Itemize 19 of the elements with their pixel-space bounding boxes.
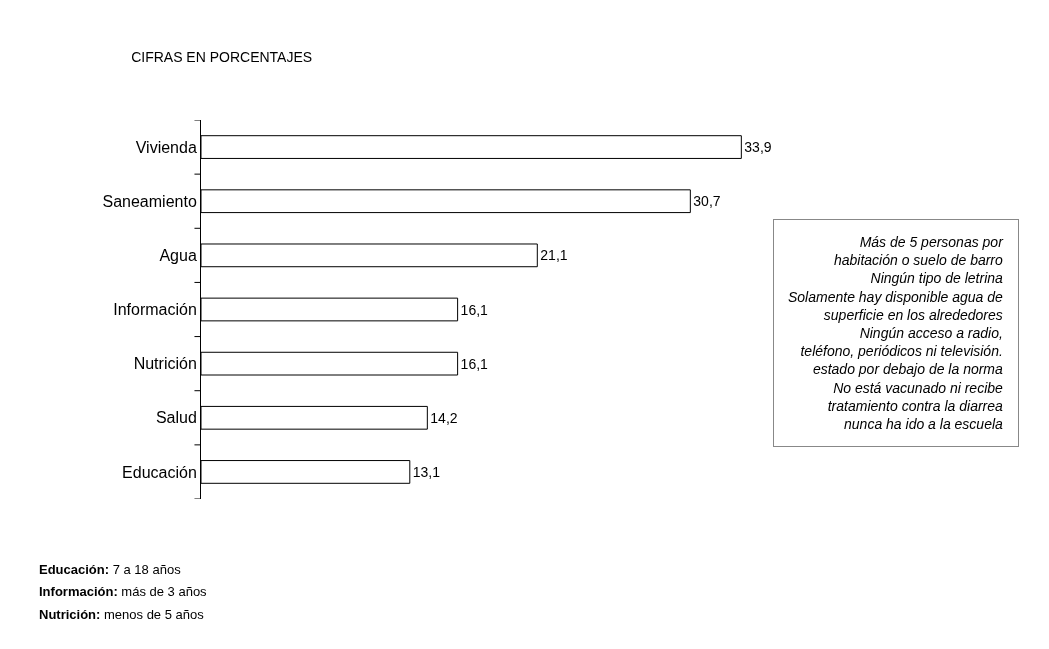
data-label: 30,7	[693, 193, 721, 210]
chart-title: CIFRAS EN PORCENTAJES	[131, 48, 313, 65]
data-label: 14,2	[430, 409, 458, 426]
y-tick-label: Vivienda	[135, 138, 197, 156]
text: Educación: 7 a 18 años	[39, 562, 182, 577]
text: Información: más de 3 años	[39, 584, 208, 599]
data-label: 33,9	[744, 139, 772, 156]
text: Más de 5 personas por habitación o suelo de barro Ningún tipo de letrina Solamente hay disponible agua de superficie en los alrededores Ningún acceso a radio, teléfono, periódicos ni televisión. estado por debajo de la norma No está vacunado ni recibe tratamiento contra la diarrea nunca ha ido a la escuela	[788, 234, 1003, 432]
data-label: 16,1	[460, 301, 489, 318]
data-label: 13,1	[412, 463, 441, 480]
y-tick-label: Salud	[155, 409, 197, 427]
y-tick-label: Nutrición	[133, 355, 197, 373]
y-tick-label: Información	[113, 301, 197, 319]
data-label: 16,1	[460, 355, 489, 372]
data-label: 21,1	[540, 247, 568, 264]
text: Nutrición: menos de 5 años	[39, 607, 205, 622]
y-tick-label: Educación	[122, 463, 197, 481]
y-tick-label: Saneamiento	[102, 192, 197, 210]
y-tick-label: Agua	[159, 246, 197, 264]
